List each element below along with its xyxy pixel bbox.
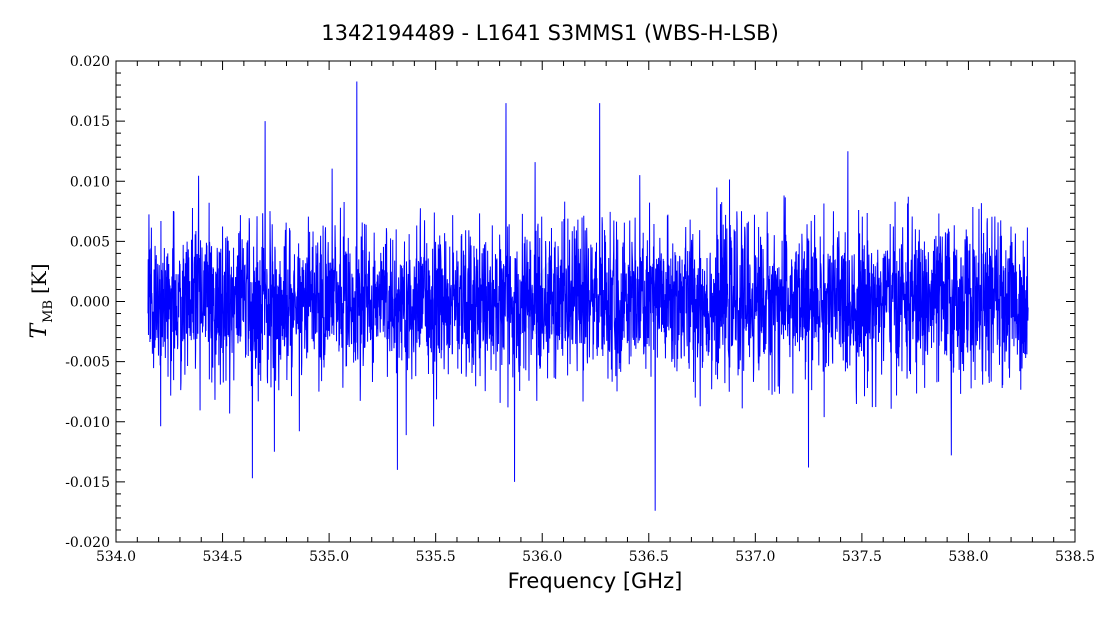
x-tick-label: 534.0 (96, 549, 136, 565)
x-tick-label: 537.0 (735, 549, 775, 565)
y-tick-label: 0.000 (70, 295, 110, 311)
x-axis: 534.0 534.5 535.0 535.5 536.0 536.5 537.0 537.5… (96, 61, 1095, 565)
x-tick-label: 534.5 (203, 549, 243, 565)
y-tick-label: 0.010 (70, 174, 110, 190)
x-tick-label: 535.5 (416, 549, 456, 565)
x-tick-label: 538.5 (1055, 549, 1095, 565)
svg-text:TMB[K]: TMB [K] (27, 263, 56, 338)
x-tick-label: 536.5 (629, 549, 669, 565)
y-tick-label: -0.015 (65, 475, 110, 491)
x-tick-label: 536.0 (522, 549, 562, 565)
y-axis-subscript: MB (41, 300, 56, 323)
y-axis-unit: [K] (27, 263, 51, 294)
y-tick-label: -0.005 (65, 355, 110, 371)
x-tick-label: 537.5 (842, 549, 882, 565)
y-tick-label: 0.020 (70, 54, 110, 70)
y-tick-label: 0.015 (70, 114, 110, 130)
y-tick-label: 0.005 (70, 234, 110, 250)
y-axis: 0.020 0.015 0.010 0.005 0.000 -0.005 -0.010 -0.… (65, 54, 1075, 551)
x-axis-label: Frequency [GHz] (508, 569, 683, 593)
y-tick-label: -0.020 (65, 535, 110, 551)
y-axis-label: TMB [K] (27, 263, 56, 338)
x-tick-label: 538.0 (948, 549, 988, 565)
y-axis-symbol: T (27, 322, 52, 339)
spectrum-line (147, 81, 1029, 511)
chart-title: 1342194489 - L1641 S3MMS1 (WBS-H-LSB) (321, 21, 779, 45)
x-tick-label: 535.0 (309, 549, 349, 565)
y-tick-label: -0.010 (65, 415, 110, 431)
spectrum-line-group (147, 81, 1029, 511)
